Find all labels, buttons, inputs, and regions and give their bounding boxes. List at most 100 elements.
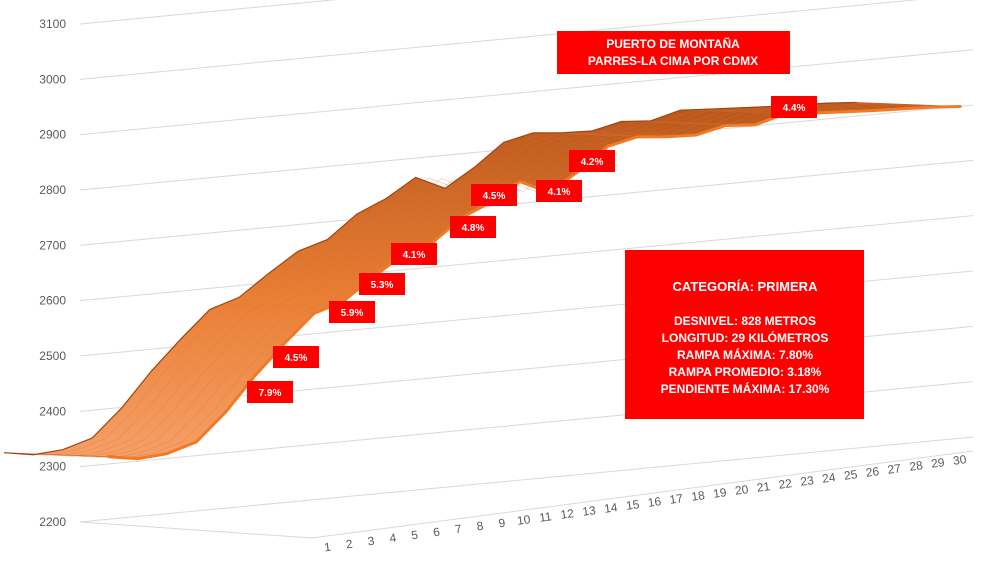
data-point-3 (165, 452, 168, 455)
gradient-label-text: 4.1% (548, 187, 571, 198)
x-tick-label: 12 (560, 506, 575, 522)
gridline (79, 215, 974, 302)
gradient-label-text: 4.1% (403, 250, 426, 261)
data-point-7 (283, 342, 286, 345)
data-point-30 (959, 105, 962, 108)
gradient-label-bg (450, 216, 496, 238)
gridline (79, 0, 338, 25)
ribbon-band-line (42, 103, 896, 457)
x-tick-label: 20 (734, 482, 749, 498)
data-point-8 (312, 312, 315, 315)
x-axis: 1 2 3 4 5 6 7 8 9 10 11 12 13 14 15 16 17 18 19 20 21 22 23 24 2… (323, 452, 967, 554)
x-tick-label: 28 (908, 458, 923, 474)
x-tick-label: 4 (389, 531, 398, 546)
gradient-label-bg (391, 243, 437, 265)
data-point-6 (253, 374, 257, 377)
y-tick-label: 3000 (39, 72, 66, 86)
y-tick-label: 3100 (39, 17, 66, 31)
x-tick-label: 26 (865, 464, 880, 480)
gradient-label: 4.2% (569, 150, 615, 172)
gradient-label: 4.8% (450, 216, 496, 238)
x-tick-label: 19 (712, 485, 727, 501)
y-tick-label: 2500 (39, 349, 66, 363)
x-tick-label: 22 (778, 476, 793, 492)
x-tick-label: 15 (625, 497, 640, 513)
gradient-label-text: 7.9% (259, 388, 282, 399)
gridline (79, 436, 974, 523)
gradient-labels: 7.9% 4.5% 5.9% 5.3% 4.1% 4.8% 4.5% 4.1% 4.2% 4.4% (247, 96, 817, 403)
gradient-label: 4.1% (536, 180, 582, 202)
x-tick-label: 18 (690, 488, 705, 504)
y-tick-label: 2700 (39, 238, 66, 252)
gradient-label-bg (273, 346, 319, 368)
data-point-4 (195, 440, 198, 444)
x-tick-label: 1 (323, 540, 332, 555)
ribbon-band-line (29, 103, 883, 457)
gridline (79, 0, 920, 80)
x-tick-label: 10 (516, 512, 531, 528)
gradient-label-text: 5.3% (371, 280, 394, 291)
stats-box-bg (625, 250, 864, 419)
x-tick-label: 23 (799, 473, 814, 489)
stats-line-rampa-promedio: RAMPA PROMEDIO: 3.18% (669, 365, 822, 379)
gradient-label: 7.9% (247, 381, 293, 403)
x-tick-label: 27 (887, 461, 902, 477)
gradient-label: 4.4% (771, 96, 817, 118)
gradient-label-text: 4.4% (783, 103, 806, 114)
data-point-29 (930, 105, 933, 109)
x-tick-label: 8 (476, 519, 485, 534)
gradient-label: 5.9% (329, 301, 375, 323)
stats-heading: CATEGORÍA: PRIMERA (673, 279, 819, 294)
x-tick-label: 6 (432, 525, 441, 540)
data-point-21 (694, 133, 698, 137)
data-point-27 (871, 109, 874, 112)
x-tick-label: 11 (538, 509, 553, 525)
x-tick-label: 16 (647, 494, 662, 510)
x-tick-label: 13 (581, 503, 596, 519)
x-tick-label: 14 (603, 500, 618, 516)
y-axis: 2200 2300 2400 2500 2600 2700 2800 2900 3000 3100 (39, 17, 66, 529)
title-box-bg (557, 31, 790, 74)
gradient-label-text: 4.2% (581, 157, 604, 168)
x-tick-label: 24 (821, 470, 836, 486)
y-tick-label: 2400 (39, 404, 66, 418)
x-tick-label: 17 (669, 491, 684, 507)
data-point-2 (136, 457, 139, 460)
data-point-15 (518, 180, 521, 183)
x-tick-label: 2 (345, 537, 354, 552)
gradient-label: 4.5% (471, 184, 517, 206)
gradient-label-bg (359, 273, 405, 295)
ribbon-back-edge (3, 101, 857, 456)
gradient-label-bg (247, 381, 293, 403)
data-point-5 (224, 410, 227, 414)
gradient-label: 4.5% (273, 346, 319, 368)
gradient-label-bg (771, 96, 817, 118)
chart-title-line-2: PARRES-LA CIMA POR CDMX (588, 54, 758, 68)
y-tick-label: 2800 (39, 183, 66, 197)
y-tick-label: 2300 (39, 460, 66, 474)
gradient-label-bg (471, 184, 517, 206)
x-tick-label: 21 (756, 479, 771, 495)
gridline (79, 49, 974, 136)
stats-line-pendiente-maxima: PENDIENTE MÁXIMA: 17.30% (661, 381, 830, 396)
y-tick-label: 2900 (39, 128, 66, 142)
data-point-22 (724, 124, 727, 127)
floor-edge-left (79, 521, 313, 539)
gridline (79, 159, 974, 246)
gradient-label-bg (329, 301, 375, 323)
data-point-1 (106, 455, 110, 458)
x-tick-label: 3 (367, 534, 376, 549)
x-tick-label: 9 (498, 516, 507, 531)
gradient-label-bg (569, 150, 615, 172)
y-tick-label: 2200 (39, 515, 66, 529)
x-tick-label: 30 (952, 452, 967, 468)
chart-title-line-1: PUERTO DE MONTAÑA (606, 36, 740, 51)
gradient-label-text: 5.9% (341, 308, 364, 319)
stats-line-rampa-maxima: RAMPA MÁXIMA: 7.80% (677, 347, 813, 362)
gradient-label: 4.1% (391, 243, 437, 265)
x-tick-label: 7 (454, 522, 463, 537)
stats-line-desnivel: DESNIVEL: 828 METROS (674, 314, 816, 328)
gradient-label-text: 4.5% (285, 353, 308, 364)
stats-line-longitud: LONGITUD: 29 KILÓMETROS (662, 330, 829, 345)
